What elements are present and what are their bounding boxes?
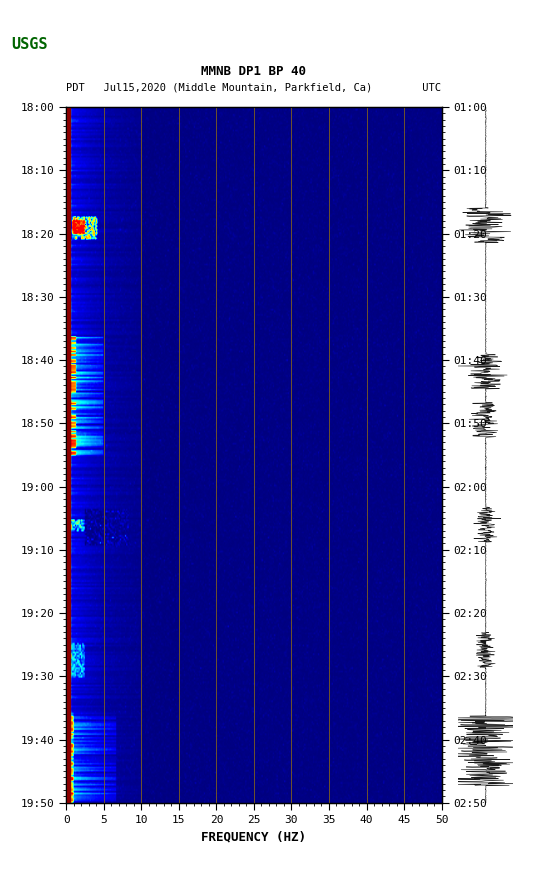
X-axis label: FREQUENCY (HZ): FREQUENCY (HZ) — [201, 830, 306, 843]
Text: PDT   Jul15,2020 (Middle Mountain, Parkfield, Ca)        UTC: PDT Jul15,2020 (Middle Mountain, Parkfie… — [66, 83, 442, 93]
Text: MMNB DP1 BP 40: MMNB DP1 BP 40 — [201, 65, 306, 78]
Bar — [66, 107, 70, 803]
Text: USGS: USGS — [11, 37, 47, 53]
